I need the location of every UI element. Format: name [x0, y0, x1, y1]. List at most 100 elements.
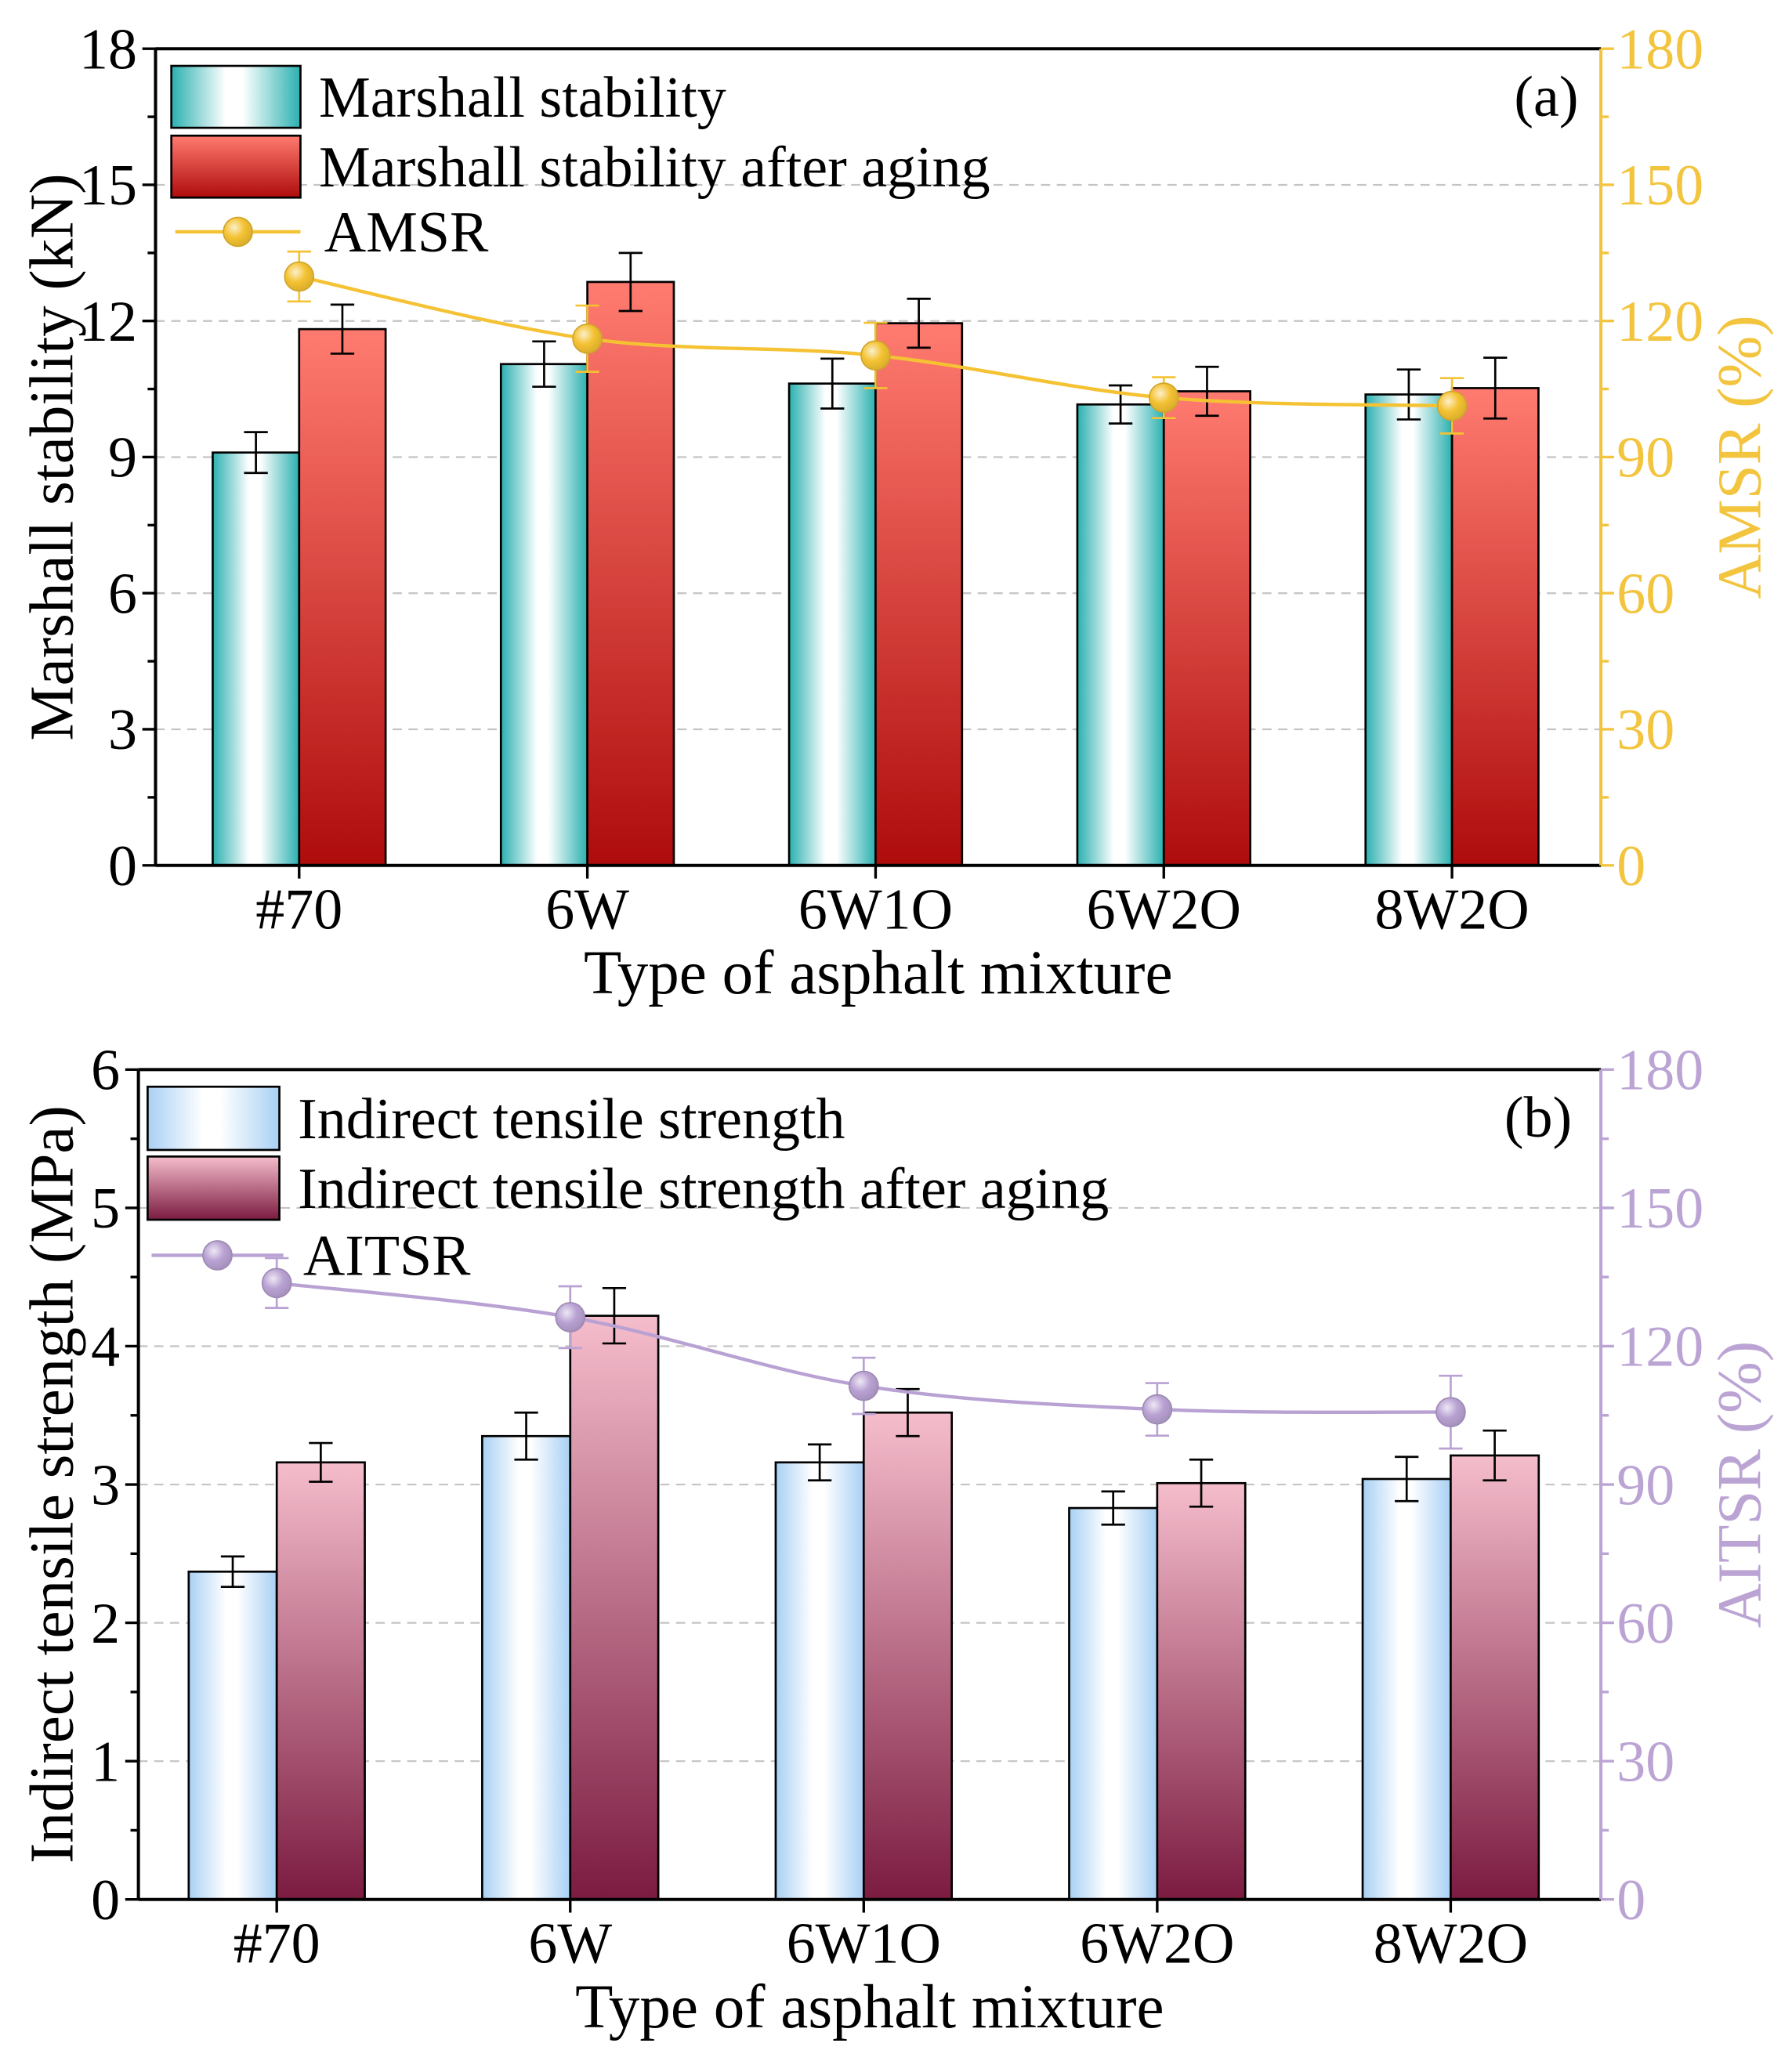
- x-tick-label: #70: [234, 1911, 320, 1976]
- indirect-tensile-strength-bar-8w2o: [1361, 1477, 1452, 1901]
- x-tick-label: 8W2O: [1374, 877, 1529, 942]
- legend-label-marshall-stability-after-aging: Marshall stability after aging: [319, 136, 990, 200]
- indirect-tensile-strength-after-aging-error-bar-6w: [602, 1286, 627, 1345]
- legend-label-marshall-stability: Marshall stability: [319, 66, 726, 130]
- x-tick-label: 6W2O: [1087, 877, 1241, 942]
- panel-label: (a): [1514, 65, 1578, 129]
- y-tick-label: 2: [91, 1592, 120, 1656]
- marshall-stability-error-bar-6w: [532, 340, 556, 389]
- legend-swatch-marshall-stability-after-aging: [170, 134, 302, 199]
- y2-tick-label: 150: [1616, 1177, 1703, 1241]
- marshall-stability-error-bar-6w1o: [820, 357, 845, 410]
- y-tick-label: 6: [108, 562, 137, 626]
- marshall-stability-after-aging-bar-6w2o: [1162, 390, 1251, 867]
- legend-label-indirect-tensile-strength: Indirect tensile strength: [298, 1087, 845, 1152]
- marshall-stability-after-aging-error-bar-6w: [618, 251, 643, 313]
- marshall-stability-after-aging-bar-6w: [586, 280, 675, 867]
- amsr-marker-6w2o: [1148, 382, 1179, 413]
- y2-tick-label: 60: [1616, 562, 1674, 626]
- x-tick-label: #70: [255, 877, 342, 942]
- y-tick-label: 6: [91, 1039, 120, 1103]
- y2-tick-label: 30: [1616, 698, 1674, 762]
- y2-tick-label: 60: [1616, 1592, 1674, 1656]
- indirect-tensile-strength-bar-6w2o: [1068, 1506, 1159, 1901]
- x-tick-label: 6W1O: [798, 877, 953, 942]
- amsr-marker-70: [284, 261, 315, 292]
- marshall-stability-error-bar-8w2o: [1396, 368, 1421, 421]
- indirect-tensile-strength-after-aging-error-bar-8w2o: [1482, 1429, 1507, 1482]
- indirect-tensile-strength-error-bar-8w2o: [1395, 1455, 1419, 1502]
- aitsr-marker-70: [261, 1267, 292, 1299]
- y2-axis-title: AITSR (%): [1707, 1341, 1775, 1629]
- indirect-tensile-strength-bar-6w1o: [774, 1461, 865, 1901]
- indirect-tensile-strength-after-aging-bar-6w: [569, 1314, 660, 1901]
- marshall-stability-bar-6w: [499, 363, 588, 867]
- y2-tick-label: 0: [1616, 1868, 1645, 1933]
- x-tick-label: 8W2O: [1374, 1911, 1528, 1976]
- y-tick-label: 12: [79, 290, 137, 354]
- indirect-tensile-strength-after-aging-error-bar-6w2o: [1189, 1458, 1214, 1508]
- panel-label: (b): [1504, 1086, 1572, 1150]
- aitsr-marker-6w2o: [1142, 1394, 1173, 1425]
- y2-tick-label: 30: [1616, 1730, 1674, 1794]
- indirect-tensile-strength-after-aging-bar-6w2o: [1156, 1481, 1247, 1901]
- aitsr-marker-6w: [555, 1302, 586, 1333]
- marshall-stability-after-aging-bar-70: [298, 327, 387, 867]
- y-tick-label: 0: [108, 834, 137, 899]
- indirect-tensile-strength-error-bar-6w2o: [1101, 1490, 1125, 1526]
- marshall-stability-after-aging-error-bar-70: [330, 303, 355, 355]
- y2-tick-label: 120: [1616, 290, 1703, 354]
- indirect-tensile-strength-after-aging-bar-70: [275, 1461, 366, 1901]
- y2-axis-title: AMSR (%): [1707, 315, 1775, 598]
- marshall-stability-bar-6w2o: [1076, 403, 1165, 867]
- indirect-tensile-strength-bar-6w: [481, 1434, 572, 1901]
- marshall-stability-after-aging-error-bar-6w1o: [907, 298, 931, 349]
- legend-label-indirect-tensile-strength-after-aging: Indirect tensile strength after aging: [298, 1157, 1109, 1221]
- y-tick-label: 18: [79, 17, 137, 81]
- y2-tick-label: 180: [1616, 1039, 1703, 1103]
- y2-tick-label: 180: [1616, 17, 1703, 81]
- marshall-stability-after-aging-bar-8w2o: [1450, 387, 1540, 867]
- legend-swatch-indirect-tensile-strength-after-aging: [147, 1155, 281, 1221]
- legend-label-amsr: AMSR: [324, 201, 489, 265]
- indirect-tensile-strength-after-aging-bar-6w1o: [862, 1411, 954, 1901]
- legend-label-aitsr: AITSR: [303, 1224, 471, 1289]
- y-tick-label: 3: [108, 698, 137, 762]
- legend-marker-aitsr: [202, 1240, 233, 1271]
- y-tick-label: 5: [91, 1177, 120, 1241]
- indirect-tensile-strength-error-bar-6w1o: [807, 1443, 832, 1482]
- legend-marker-amsr: [223, 216, 253, 248]
- y2-tick-label: 90: [1616, 426, 1674, 490]
- marshall-stability-after-aging-bar-6w1o: [874, 322, 964, 867]
- y-tick-label: 4: [91, 1315, 120, 1380]
- indirect-tensile-strength-after-aging-bar-8w2o: [1450, 1454, 1540, 1901]
- y2-tick-label: 90: [1616, 1453, 1674, 1517]
- marshall-stability-after-aging-error-bar-8w2o: [1483, 356, 1508, 420]
- aitsr-marker-6w1o: [848, 1370, 879, 1401]
- amsr-marker-8w2o: [1436, 390, 1468, 421]
- aitsr-marker-8w2o: [1435, 1397, 1466, 1427]
- y-tick-label: 15: [79, 154, 137, 218]
- marshall-stability-error-bar-70: [244, 431, 268, 475]
- marshall-stability-bar-8w2o: [1364, 393, 1454, 867]
- y2-tick-label: 150: [1616, 154, 1703, 218]
- x-tick-label: 6W2O: [1080, 1911, 1234, 1976]
- indirect-tensile-strength-error-bar-6w: [514, 1411, 538, 1461]
- indirect-tensile-strength-bar-70: [187, 1570, 278, 1901]
- amsr-marker-6w1o: [860, 340, 891, 371]
- y2-tick-label: 0: [1616, 834, 1645, 899]
- legend-swatch-indirect-tensile-strength: [147, 1085, 281, 1152]
- y2-tick-label: 120: [1616, 1315, 1703, 1380]
- y-tick-label: 9: [108, 426, 137, 490]
- x-tick-label: 6W1O: [787, 1911, 941, 1976]
- y-tick-label: 0: [91, 1868, 120, 1933]
- y-tick-label: 1: [91, 1730, 120, 1794]
- marshall-stability-bar-70: [212, 451, 301, 867]
- legend-swatch-marshall-stability: [170, 64, 302, 129]
- y-axis-title: Indirect tensile strength (MPa): [19, 1105, 87, 1864]
